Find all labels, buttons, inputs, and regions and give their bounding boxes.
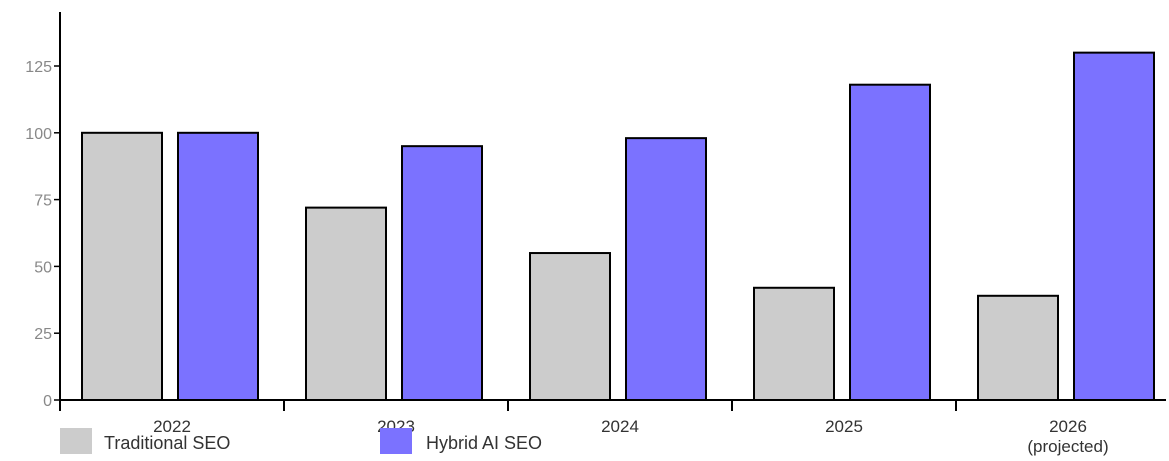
y-axis: 0 25 50 75 100 125: [25, 12, 61, 410]
y-tick-label: 125: [25, 59, 52, 76]
bar-hybrid-ai-seo-3: [849, 83, 931, 401]
legend-swatch-1: [380, 428, 412, 454]
bar-hybrid-ai-seo-2: [625, 137, 707, 401]
bar-traditional-seo-2: [529, 252, 611, 401]
y-tick-label: 0: [43, 393, 52, 410]
bar-traditional-seo-4: [977, 294, 1059, 401]
bar-traditional-seo-3: [753, 286, 835, 401]
x-tick-label: 2026 (projected): [1027, 417, 1108, 456]
x-tick-label: 2022: [153, 417, 191, 436]
bar-traditional-seo-1: [305, 206, 387, 401]
bar-traditional-seo-0: [81, 131, 163, 402]
legend-label-0: Traditional SEO: [104, 433, 230, 453]
y-tick-label: 75: [34, 193, 52, 210]
bar-hybrid-ai-seo-0: [177, 131, 259, 402]
legend-swatch-0: [60, 428, 92, 454]
y-tick-label: 100: [25, 126, 52, 143]
bar-hybrid-ai-seo-1: [401, 145, 483, 401]
x-tick-label: 2025: [825, 417, 863, 436]
legend-label-1: Hybrid AI SEO: [426, 433, 542, 453]
legend: Traditional SEO Hybrid AI SEO: [60, 428, 542, 454]
x-tick-label: 2024: [601, 417, 639, 436]
bars-group: [81, 51, 1155, 402]
y-tick-label: 25: [34, 326, 52, 343]
bar-hybrid-ai-seo-4: [1073, 51, 1155, 401]
y-tick-label: 50: [34, 259, 52, 276]
